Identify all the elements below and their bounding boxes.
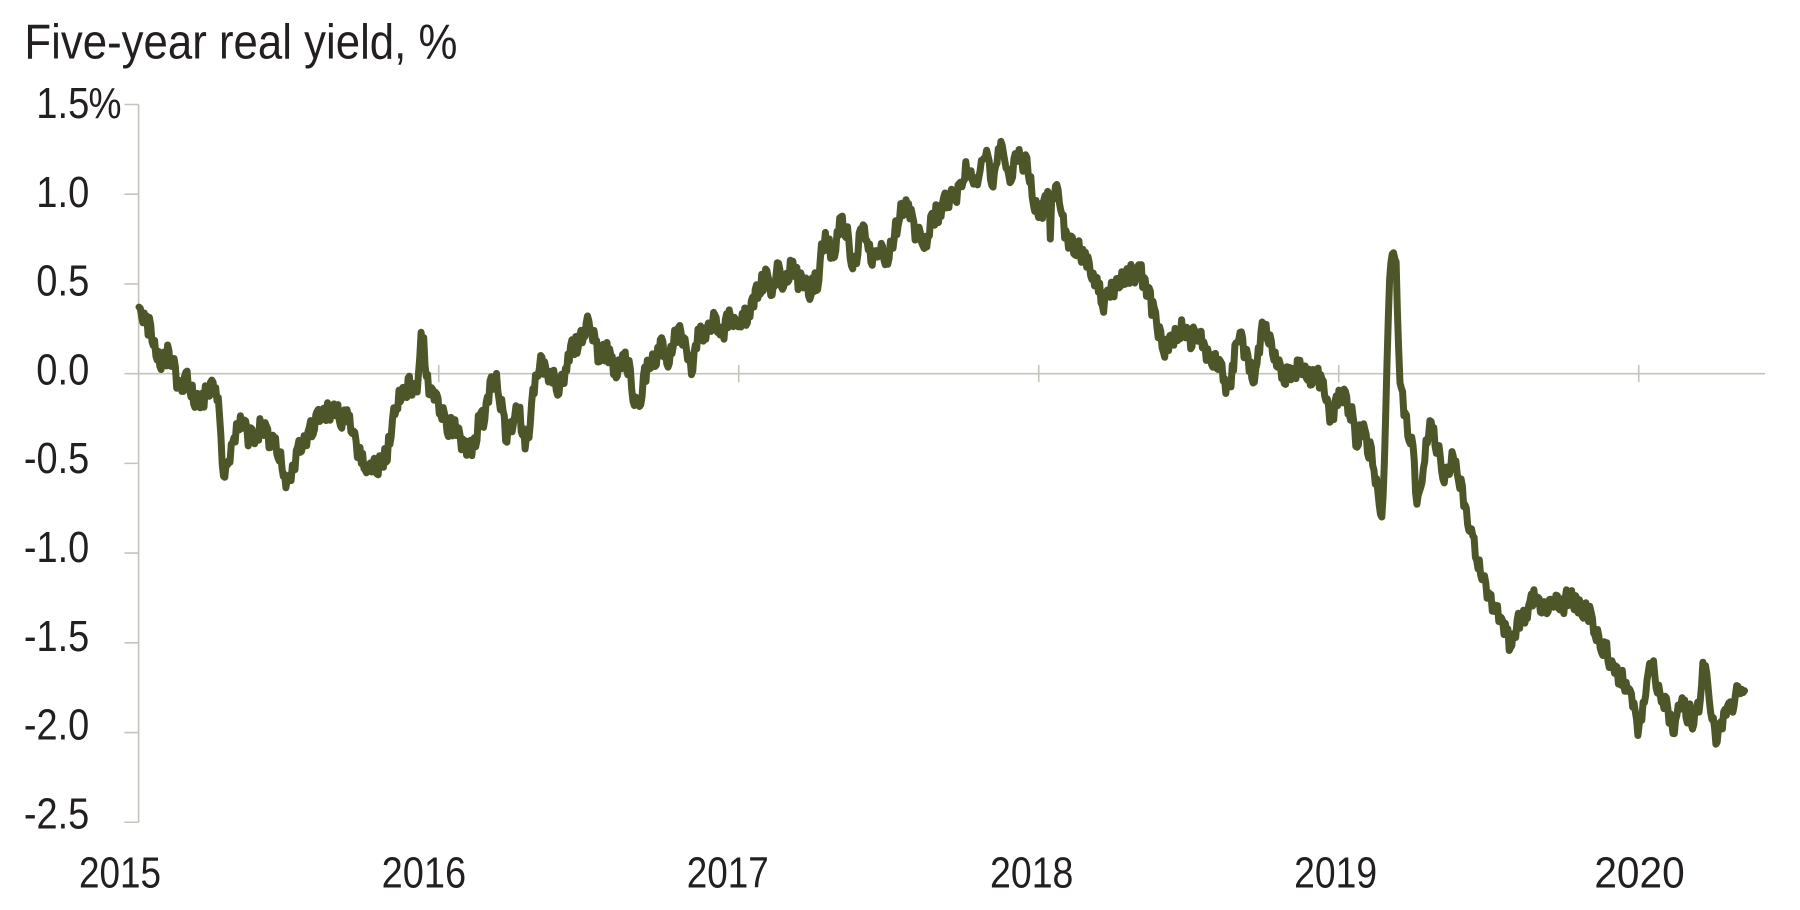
svg-text:0.5: 0.5 [36,257,89,306]
svg-text:2015: 2015 [79,849,161,898]
svg-text:2017: 2017 [687,849,769,898]
svg-text:%: % [89,79,122,128]
svg-text:2019: 2019 [1294,849,1377,898]
svg-text:1.0: 1.0 [36,168,89,217]
svg-text:2016: 2016 [382,849,467,898]
svg-text:-1.0: -1.0 [24,523,89,572]
svg-text:2018: 2018 [990,849,1073,898]
svg-text:Five-year real yield, %: Five-year real yield, % [24,16,457,70]
svg-text:2020: 2020 [1594,849,1684,898]
svg-text:-2.5: -2.5 [24,789,89,838]
svg-text:-0.5: -0.5 [24,434,89,483]
svg-text:0.0: 0.0 [36,345,89,394]
svg-text:1.5: 1.5 [36,79,89,128]
svg-text:-1.5: -1.5 [24,612,89,661]
svg-text:-2.0: -2.0 [24,701,89,750]
